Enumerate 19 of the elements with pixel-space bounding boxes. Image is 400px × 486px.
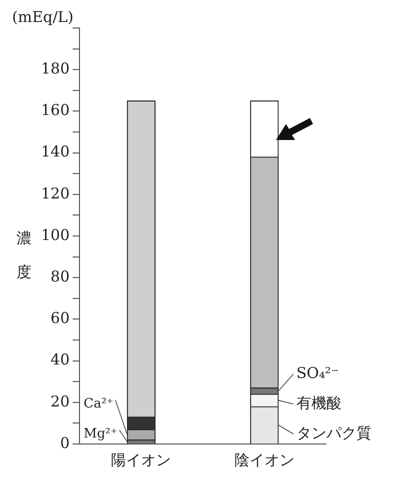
series-label: タンパク質 [296,424,372,442]
series-label: Ca²⁺ [84,396,114,412]
series-label: Mg²⁺ [84,426,118,442]
y-tick-label: 60 [50,309,70,328]
series-label: 有機酸 [296,394,342,412]
y-tick-label: 100 [40,226,70,244]
y-tick-label: 180 [40,59,70,78]
y-tick-label: 120 [40,184,70,202]
y-tick-label: 0 [60,434,70,452]
y-tick-label: 140 [40,142,70,161]
text: (mEq/L) [12,8,74,26]
y-tick-label: 80 [50,267,70,286]
y-tick-label: 40 [50,350,70,369]
y-tick-label: 20 [50,392,70,410]
x-tick-label: 陽イオン [111,450,172,469]
y-axis-title: 濃度 [16,228,32,281]
x-tick-label: 陰イオン [234,450,294,469]
y-tick-label: 160 [40,101,70,120]
series-label: SO₄²⁻ [296,364,339,382]
